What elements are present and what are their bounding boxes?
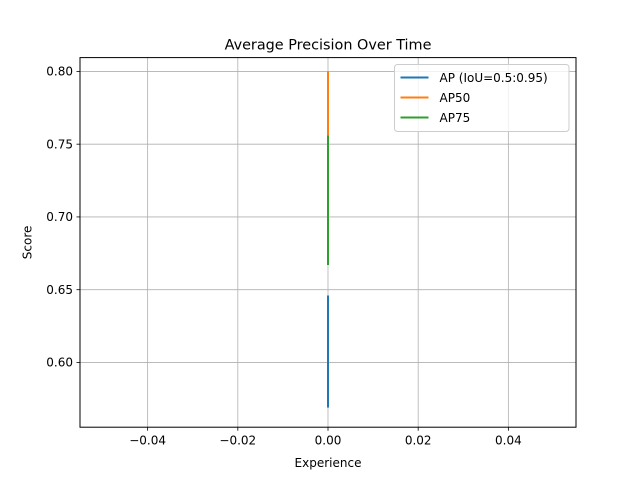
x-axis-label: Experience <box>295 456 362 470</box>
y-tick-label: 0.80 <box>46 65 73 79</box>
chart-title: Average Precision Over Time <box>225 38 432 54</box>
x-tick-label: −0.04 <box>129 434 166 448</box>
x-tick-label: 0.02 <box>405 434 432 448</box>
y-tick-label: 0.65 <box>46 283 73 297</box>
x-axis: −0.04 −0.02 0.00 0.02 0.04 <box>129 427 522 448</box>
y-tick-label: 0.70 <box>46 210 73 224</box>
legend-label: AP75 <box>440 111 471 125</box>
y-tick-label: 0.60 <box>46 356 73 370</box>
legend-label: AP (IoU=0.5:0.95) <box>440 71 548 85</box>
y-axis: 0.60 0.65 0.70 0.75 0.80 <box>46 65 80 370</box>
x-tick-label: 0.04 <box>495 434 522 448</box>
y-tick-label: 0.75 <box>46 137 73 151</box>
legend-box <box>394 64 570 132</box>
x-tick-label: −0.02 <box>219 434 256 448</box>
legend: AP (IoU=0.5:0.95) AP50 AP75 <box>394 64 570 132</box>
legend-label: AP50 <box>440 91 471 105</box>
y-axis-label: Score <box>21 226 35 260</box>
x-tick-label: 0.00 <box>315 434 342 448</box>
